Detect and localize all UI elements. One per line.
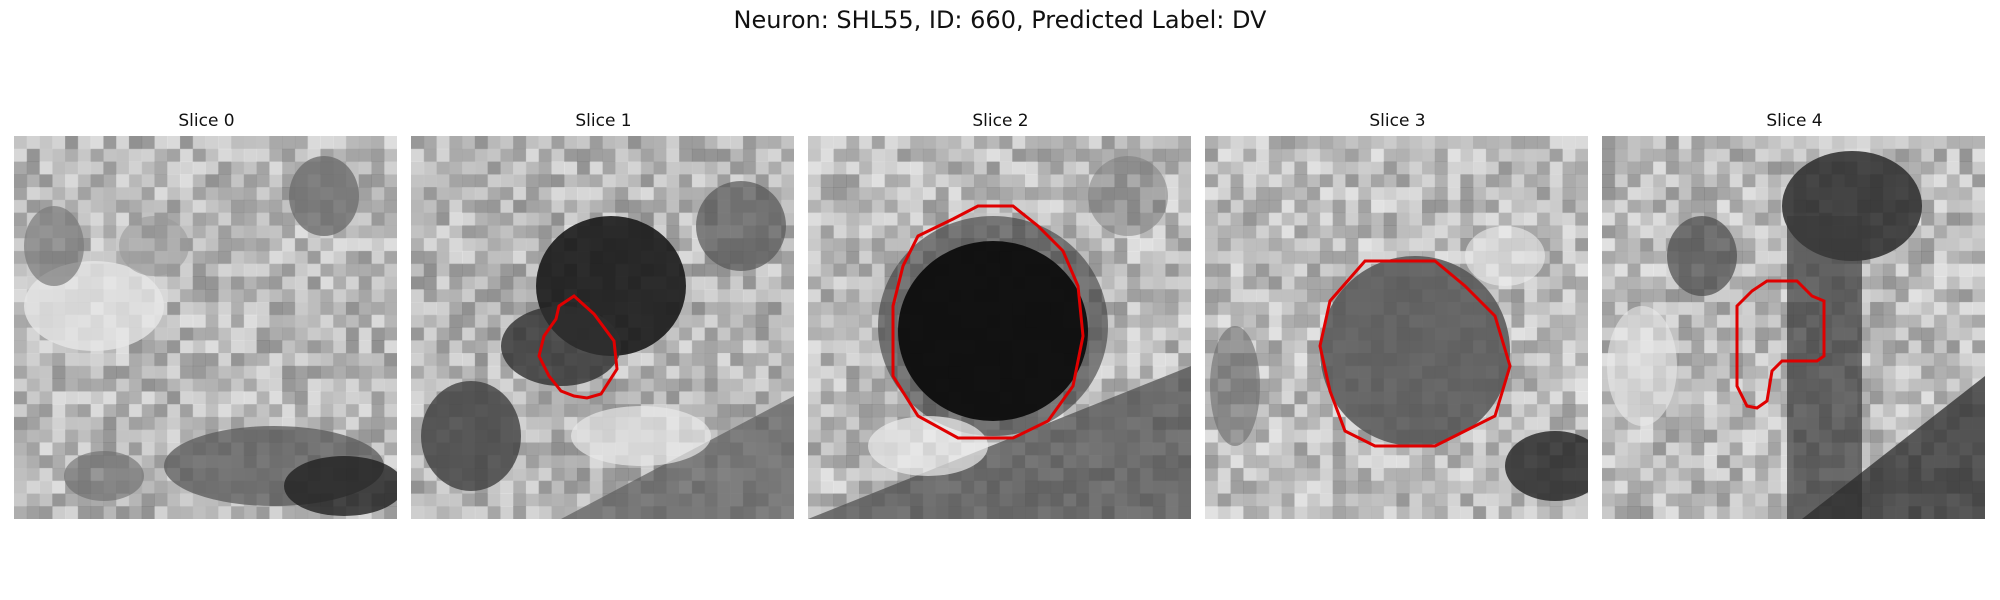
figure-title: Neuron: SHL55, ID: 660, Predicted Label:…	[733, 6, 1267, 34]
slice-image-1	[411, 136, 794, 519]
slice-panel-1: Slice 1	[411, 110, 796, 519]
slice-panel-3: Slice 3	[1205, 110, 1590, 519]
slice-image-0	[14, 136, 397, 519]
contour-outline-1	[537, 294, 619, 400]
contour-outline-3	[1318, 259, 1512, 448]
slice-title-0: Slice 0	[178, 111, 235, 131]
contour-outline-2	[891, 204, 1085, 440]
slice-title-2: Slice 2	[972, 111, 1029, 131]
slice-panel-0: Slice 0	[14, 110, 399, 519]
slice-panel-2: Slice 2	[808, 110, 1193, 519]
slice-image-2	[808, 136, 1191, 519]
slice-title-3: Slice 3	[1369, 111, 1426, 131]
slice-panel-4: Slice 4	[1602, 110, 1987, 519]
slice-image-3	[1205, 136, 1588, 519]
slice-image-4	[1602, 136, 1985, 519]
slice-title-1: Slice 1	[575, 111, 632, 131]
contour-outline-4	[1735, 279, 1826, 410]
slice-title-4: Slice 4	[1766, 111, 1823, 131]
